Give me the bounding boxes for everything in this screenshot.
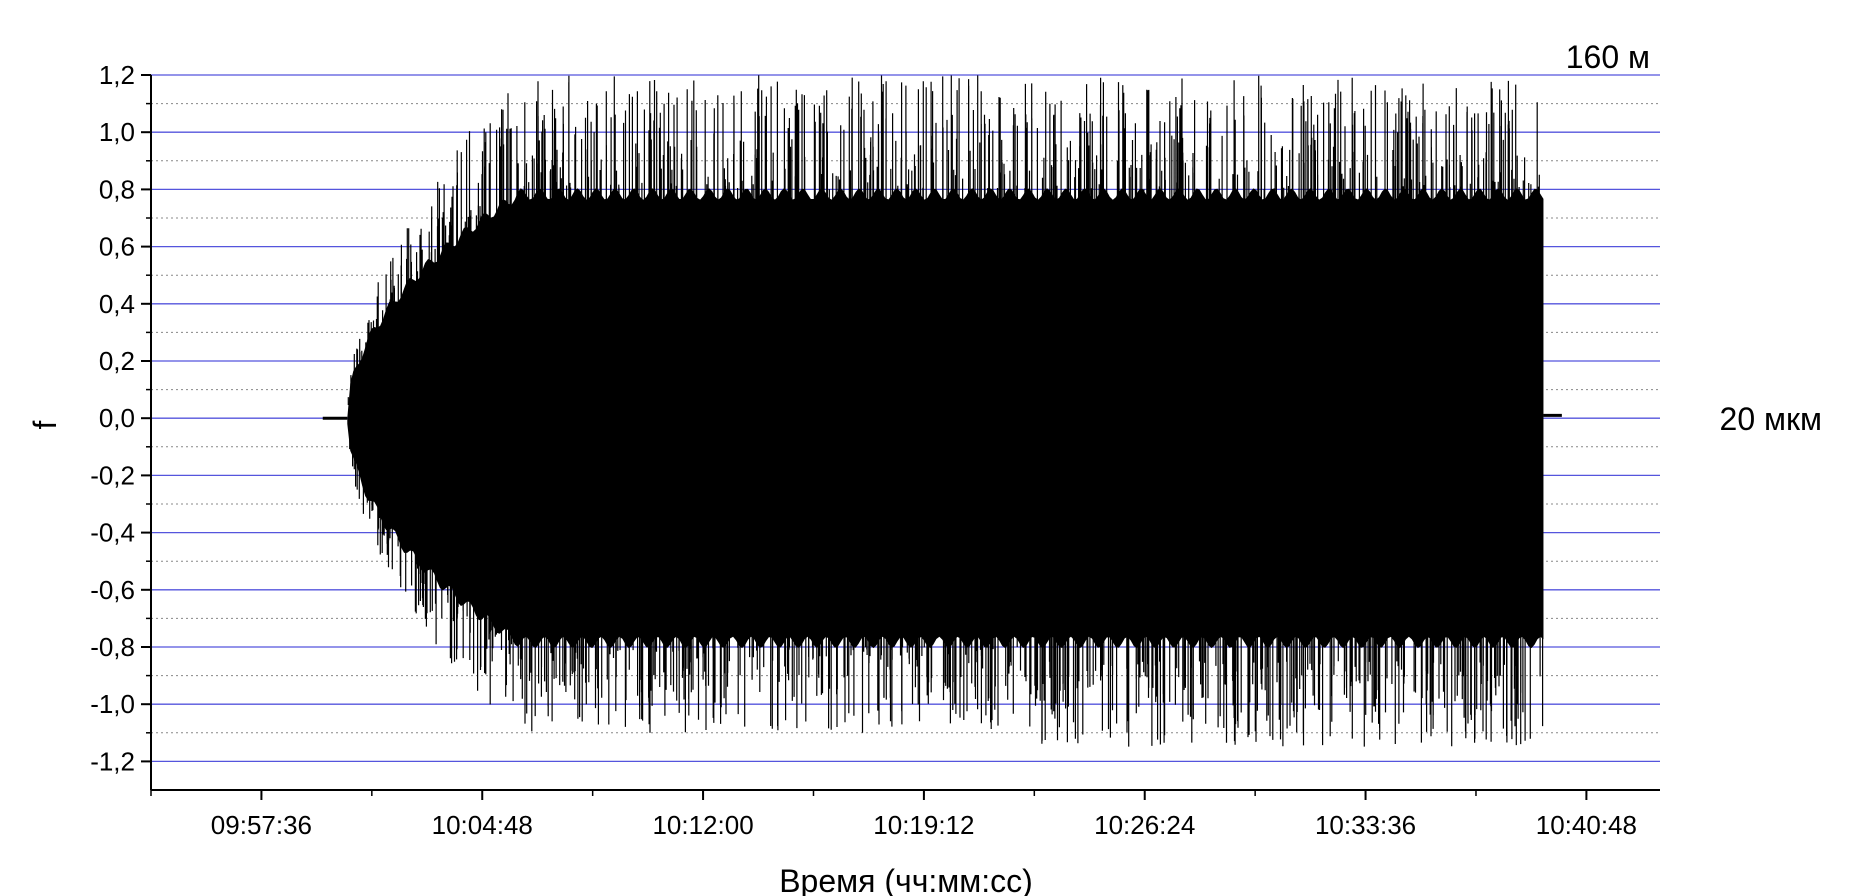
oscillation-band	[347, 188, 1544, 649]
y-axis-title: f	[27, 420, 63, 429]
axes	[141, 74, 1660, 800]
x-tick-label: 10:40:48	[1536, 810, 1637, 840]
y-tick-label: 1,2	[99, 60, 135, 90]
x-tick-label: 10:33:36	[1315, 810, 1416, 840]
y-tick-label: -0,6	[90, 575, 135, 605]
tick-labels: 1,2 1,0 0,8 0,6 0,4 0,2 0,0 -0,2 -0,4 -0,6 -0,8 -1,…	[90, 60, 1637, 840]
annotation-length: 160 м	[1566, 39, 1650, 75]
x-tick-label: 10:04:48	[432, 810, 533, 840]
data-series	[322, 75, 1562, 747]
x-tick-label: 09:57:36	[211, 810, 312, 840]
y-tick-label: 0,0	[99, 403, 135, 433]
y-tick-label: -0,8	[90, 632, 135, 662]
x-tick-label: 10:26:24	[1094, 810, 1195, 840]
y-tick-label: 0,2	[99, 346, 135, 376]
y-tick-label: 0,4	[99, 289, 135, 319]
x-tick-label: 10:12:00	[652, 810, 753, 840]
x-axis-title: Время (чч:мм:сс)	[779, 863, 1033, 896]
y-tick-label: -1,0	[90, 689, 135, 719]
oscillation-peaks	[347, 75, 1544, 747]
x-tick-label: 10:19:12	[873, 810, 974, 840]
y-tick-label: 0,8	[99, 174, 135, 204]
y-tick-label: -0,4	[90, 518, 135, 548]
y-tick-label: 0,6	[99, 232, 135, 262]
y-tick-label: -0,2	[90, 460, 135, 490]
annotation-amplitude: 20 мкм	[1720, 401, 1822, 437]
y-tick-label: 1,0	[99, 117, 135, 147]
y-tick-label: -1,2	[90, 746, 135, 776]
